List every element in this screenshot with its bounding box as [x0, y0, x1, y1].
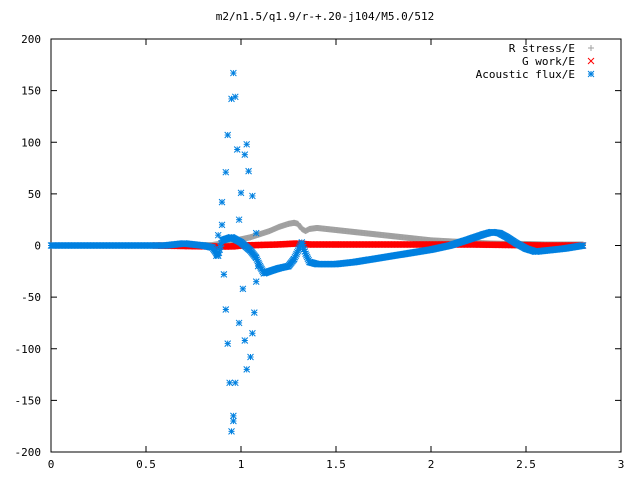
- acoustic-flux-point: [226, 379, 233, 387]
- acoustic-flux-point: [245, 167, 252, 175]
- y-tick-label: -200: [15, 446, 42, 459]
- acoustic-flux-point: [230, 417, 237, 425]
- acoustic-flux-point: [254, 262, 262, 270]
- legend-label: R stress/E: [509, 42, 575, 55]
- acoustic-flux-point: [231, 379, 239, 387]
- acoustic-flux-point: [247, 353, 254, 361]
- legend-marker: [588, 45, 594, 51]
- acoustic-flux-point: [235, 216, 243, 224]
- legend-label: Acoustic flux/E: [476, 68, 575, 81]
- legend-marker: [587, 70, 595, 78]
- x-tick-label: 2: [428, 458, 435, 471]
- acoustic-flux-point: [241, 337, 249, 344]
- y-tick-label: -150: [15, 394, 42, 407]
- chart-title: m2/n1.5/q1.9/r-+.20-j104/M5.0/512: [216, 10, 435, 23]
- acoustic-flux-point: [218, 198, 226, 206]
- plot-area: [47, 69, 587, 435]
- y-tick-label: 100: [21, 136, 41, 149]
- y-tick-label: 200: [21, 33, 41, 46]
- acoustic-flux-point: [212, 252, 220, 260]
- acoustic-flux-point: [220, 271, 228, 278]
- y-tick-label: 150: [21, 85, 41, 98]
- acoustic-flux-point: [241, 151, 249, 158]
- legend-marker: [587, 57, 595, 65]
- acoustic-flux-point: [249, 329, 256, 337]
- y-tick-label: -50: [21, 291, 41, 304]
- acoustic-flux-point: [252, 229, 260, 237]
- legend-label: G work/E: [522, 55, 575, 68]
- acoustic-flux-point: [249, 192, 256, 200]
- y-tick-label: 0: [34, 240, 41, 253]
- y-tick-label: -100: [15, 343, 42, 356]
- acoustic-flux-point: [233, 146, 241, 153]
- acoustic-flux-point: [224, 340, 232, 347]
- acoustic-flux-point: [231, 93, 239, 101]
- acoustic-flux-point: [218, 221, 226, 229]
- y-tick-label: 50: [28, 188, 41, 201]
- acoustic-flux-point: [214, 231, 222, 239]
- x-tick-label: 1.5: [326, 458, 346, 471]
- acoustic-flux-point: [243, 140, 251, 148]
- x-tick-label: 3: [618, 458, 625, 471]
- acoustic-flux-point: [222, 168, 230, 176]
- acoustic-flux-point: [230, 69, 237, 77]
- axes: 0 0.5 1 1.5 2 2.5 3 200 150 100 50 0 -50 -100 -150 -200: [15, 33, 625, 471]
- acoustic-flux-point: [243, 366, 251, 373]
- acoustic-flux-point: [579, 242, 587, 249]
- x-tick-label: 2.5: [516, 458, 536, 471]
- acoustic-flux-point: [228, 427, 235, 435]
- acoustic-flux-point: [222, 306, 230, 313]
- acoustic-flux-point: [239, 285, 247, 293]
- acoustic-flux-point: [230, 412, 237, 420]
- acoustic-flux-point: [250, 309, 258, 316]
- acoustic-flux-point: [235, 319, 243, 327]
- acoustic-flux-point: [237, 189, 245, 197]
- acoustic-flux-point: [224, 131, 232, 139]
- x-tick-label: 0: [48, 458, 55, 471]
- x-tick-label: 1: [238, 458, 245, 471]
- acoustic-flux-point: [252, 278, 260, 285]
- x-tick-label: 0.5: [136, 458, 156, 471]
